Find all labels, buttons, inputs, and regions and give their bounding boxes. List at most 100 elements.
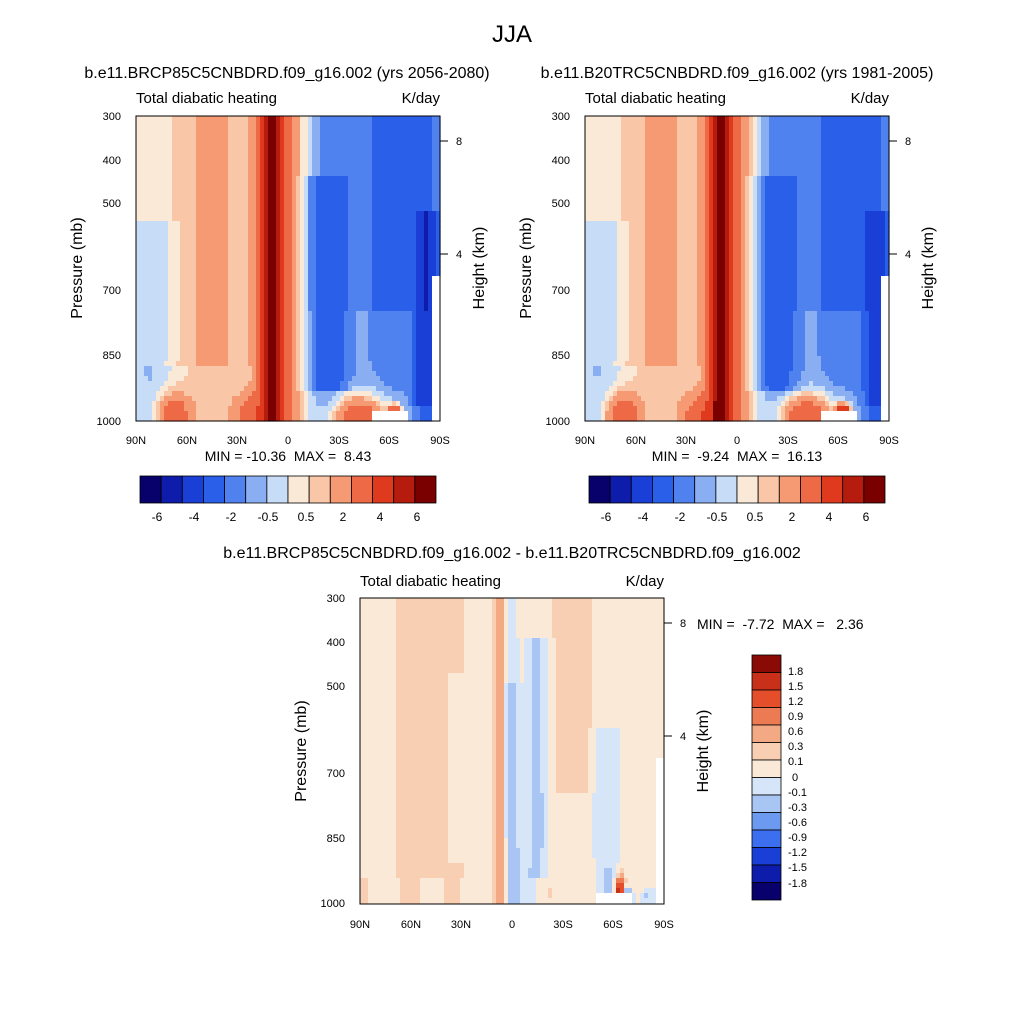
heatmap-cell [276, 216, 281, 222]
heatmap-cell [164, 401, 169, 407]
heatmap-cell [420, 171, 425, 177]
heatmap-cell [436, 251, 441, 257]
heatmap-cell [236, 216, 241, 222]
heatmap-cell [300, 121, 305, 127]
heatmap-cell [260, 256, 265, 262]
heatmap-cell [248, 371, 253, 377]
heatmap-cell [152, 386, 157, 392]
heatmap-cell [392, 391, 397, 397]
heatmap-cell [316, 406, 321, 412]
heatmap-cell [336, 156, 341, 162]
heatmap-cell [236, 191, 241, 197]
heatmap-cell [368, 136, 373, 142]
heatmap-cell [176, 126, 181, 132]
heatmap-cell [308, 321, 313, 327]
heatmap-cell [152, 281, 157, 287]
heatmap-cell [160, 406, 165, 412]
heatmap-cell [296, 136, 301, 142]
heatmap-cell [404, 146, 409, 152]
heatmap-cell [296, 296, 301, 302]
heatmap-cell [144, 351, 149, 357]
heatmap-cell [236, 361, 241, 367]
heatmap-cell [312, 341, 317, 347]
heatmap-cell [344, 136, 349, 142]
heatmap-cell [280, 156, 285, 162]
heatmap-cell [312, 276, 317, 282]
heatmap-cell [288, 271, 293, 277]
heatmap-cell [176, 261, 181, 267]
heatmap-cell [252, 116, 257, 122]
heatmap-cell [412, 146, 417, 152]
heatmap-cell [300, 271, 305, 277]
heatmap-cell [328, 151, 333, 157]
heatmap-cell [224, 416, 229, 422]
heatmap-cell [180, 246, 185, 252]
heatmap-cell [372, 311, 377, 317]
heatmap-cell [432, 161, 437, 167]
heatmap-cell [176, 161, 181, 167]
heatmap-cell [216, 146, 221, 152]
heatmap-cell [416, 171, 421, 177]
heatmap-cell [236, 186, 241, 192]
heatmap-cell [176, 246, 181, 252]
heatmap-cell [144, 306, 149, 312]
heatmap-cell [372, 356, 377, 362]
heatmap-cell [272, 161, 277, 167]
heatmap-cell [833, 121, 838, 127]
heatmap-cell [312, 356, 317, 362]
heatmap-cell [160, 146, 165, 152]
heatmap-cell [208, 181, 213, 187]
heatmap-cell [416, 191, 421, 197]
heatmap-cell [240, 346, 245, 352]
heatmap-cell [228, 146, 233, 152]
heatmap-cell [328, 136, 333, 142]
heatmap-cell [432, 371, 437, 377]
heatmap-cell [228, 231, 233, 237]
heatmap-cell [304, 401, 309, 407]
heatmap-cell [172, 266, 177, 272]
heatmap-cell [224, 356, 229, 362]
heatmap-cell [328, 156, 333, 162]
heatmap-cell [340, 316, 345, 322]
heatmap-cell [420, 276, 425, 282]
heatmap-cell [797, 131, 802, 137]
heatmap-cell [753, 116, 758, 122]
heatmap-cell [324, 206, 329, 212]
heatmap-cell [264, 256, 269, 262]
heatmap-cell [312, 301, 317, 307]
heatmap-cell [212, 146, 217, 152]
heatmap-cell [372, 296, 377, 302]
heatmap-cell [216, 156, 221, 162]
heatmap-cell [352, 116, 357, 122]
heatmap-cell [184, 336, 189, 342]
heatmap-cell [328, 371, 333, 377]
heatmap-cell [392, 151, 397, 157]
heatmap-cell [148, 236, 153, 242]
heatmap-cell [240, 306, 245, 312]
heatmap-cell [368, 206, 373, 212]
heatmap-cell [188, 211, 193, 217]
heatmap-cell [721, 121, 726, 127]
heatmap-cell [240, 321, 245, 327]
heatmap-cell [208, 306, 213, 312]
heatmap-cell [180, 221, 185, 227]
heatmap-cell [228, 191, 233, 197]
heatmap-cell [404, 406, 409, 412]
heatmap-cell [392, 341, 397, 347]
heatmap-cell [224, 381, 229, 387]
heatmap-cell [408, 286, 413, 292]
heatmap-cell [348, 191, 353, 197]
heatmap-cell [344, 326, 349, 332]
heatmap-cell [372, 146, 377, 152]
heatmap-cell [332, 386, 337, 392]
heatmap-cell [737, 131, 742, 137]
heatmap-cell [172, 351, 177, 357]
heatmap-cell [232, 396, 237, 402]
heatmap-cell [332, 356, 337, 362]
heatmap-cell [160, 261, 165, 267]
heatmap-cell [404, 306, 409, 312]
heatmap-cell [416, 211, 421, 217]
heatmap-cell [340, 341, 345, 347]
heatmap-cell [188, 366, 193, 372]
heatmap-cell [156, 326, 161, 332]
